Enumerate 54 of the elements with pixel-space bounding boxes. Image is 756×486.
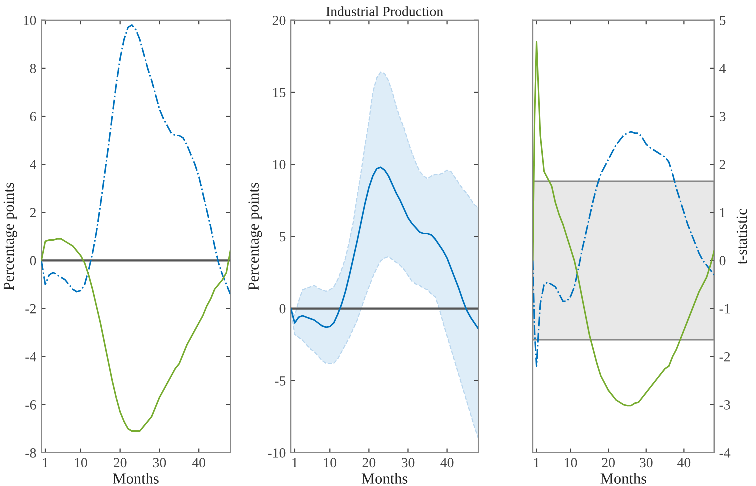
y-tick-label: 0 xyxy=(30,256,36,266)
x-tick-label: 1 xyxy=(534,458,540,468)
x-tick-label: 20 xyxy=(114,458,127,468)
y-tick-label: 5 xyxy=(280,232,286,242)
x-axis-title: Months xyxy=(362,473,408,484)
x-tick-label: 10 xyxy=(565,458,578,468)
x-tick-label: 1 xyxy=(43,458,48,468)
y-tick-label: 4 xyxy=(30,160,36,170)
y-tick-label: 0 xyxy=(280,304,286,314)
chart-title: Industrial Production xyxy=(326,6,444,16)
y-axis-title: Percentage points xyxy=(4,183,18,290)
y-tick-label: 6 xyxy=(30,112,36,122)
y-tick-label: 8 xyxy=(30,64,36,74)
y-tick-label: -2 xyxy=(26,304,36,314)
y-tick-label: -10 xyxy=(268,448,286,458)
y-tick-label: -6 xyxy=(26,400,36,410)
y-tick-label: -4 xyxy=(26,352,36,362)
line-series xyxy=(532,131,714,368)
y-tick-label: 20 xyxy=(272,16,286,26)
y2-tick-label: -1 xyxy=(720,304,730,314)
x-tick-label: 20 xyxy=(362,458,376,468)
y2-tick-label: -3 xyxy=(720,400,730,410)
y-tick-label: 2 xyxy=(30,208,36,218)
y2-tick-label: -2 xyxy=(720,352,730,362)
x-tick-label: 1 xyxy=(292,458,298,468)
x-tick-label: 40 xyxy=(440,458,454,468)
y-axis-title: Percentage points xyxy=(248,183,262,290)
y2-tick-label: 2 xyxy=(720,160,726,170)
y2-axis-title: t-statistic xyxy=(736,209,748,265)
x-tick-label: 30 xyxy=(402,458,415,468)
y-tick-label: 10 xyxy=(24,16,36,26)
y2-tick-label: -4 xyxy=(720,448,731,458)
x-axis-title: Months xyxy=(113,473,159,484)
y2-tick-label: 0 xyxy=(720,256,726,266)
x-tick-label: 40 xyxy=(192,458,206,468)
line-series xyxy=(532,41,714,407)
y2-tick-label: 4 xyxy=(720,64,726,74)
y2-tick-label: 5 xyxy=(720,16,726,26)
x-axis-title: Months xyxy=(600,473,646,484)
line-series xyxy=(42,24,231,296)
x-tick-label: 20 xyxy=(602,458,615,468)
line-series xyxy=(42,238,231,432)
line-series xyxy=(291,166,479,330)
y-tick-label: 10 xyxy=(274,160,286,170)
y-tick-label: -8 xyxy=(26,448,36,458)
x-tick-label: 30 xyxy=(640,458,653,468)
y2-tick-label: 1 xyxy=(720,208,726,218)
y-tick-label: -5 xyxy=(275,376,286,386)
x-tick-label: 30 xyxy=(153,458,166,468)
y-tick-label: 15 xyxy=(274,88,286,98)
x-tick-label: 10 xyxy=(75,458,88,468)
x-tick-label: 10 xyxy=(324,458,337,468)
y2-tick-label: 3 xyxy=(720,112,726,122)
x-tick-label: 40 xyxy=(678,458,691,468)
